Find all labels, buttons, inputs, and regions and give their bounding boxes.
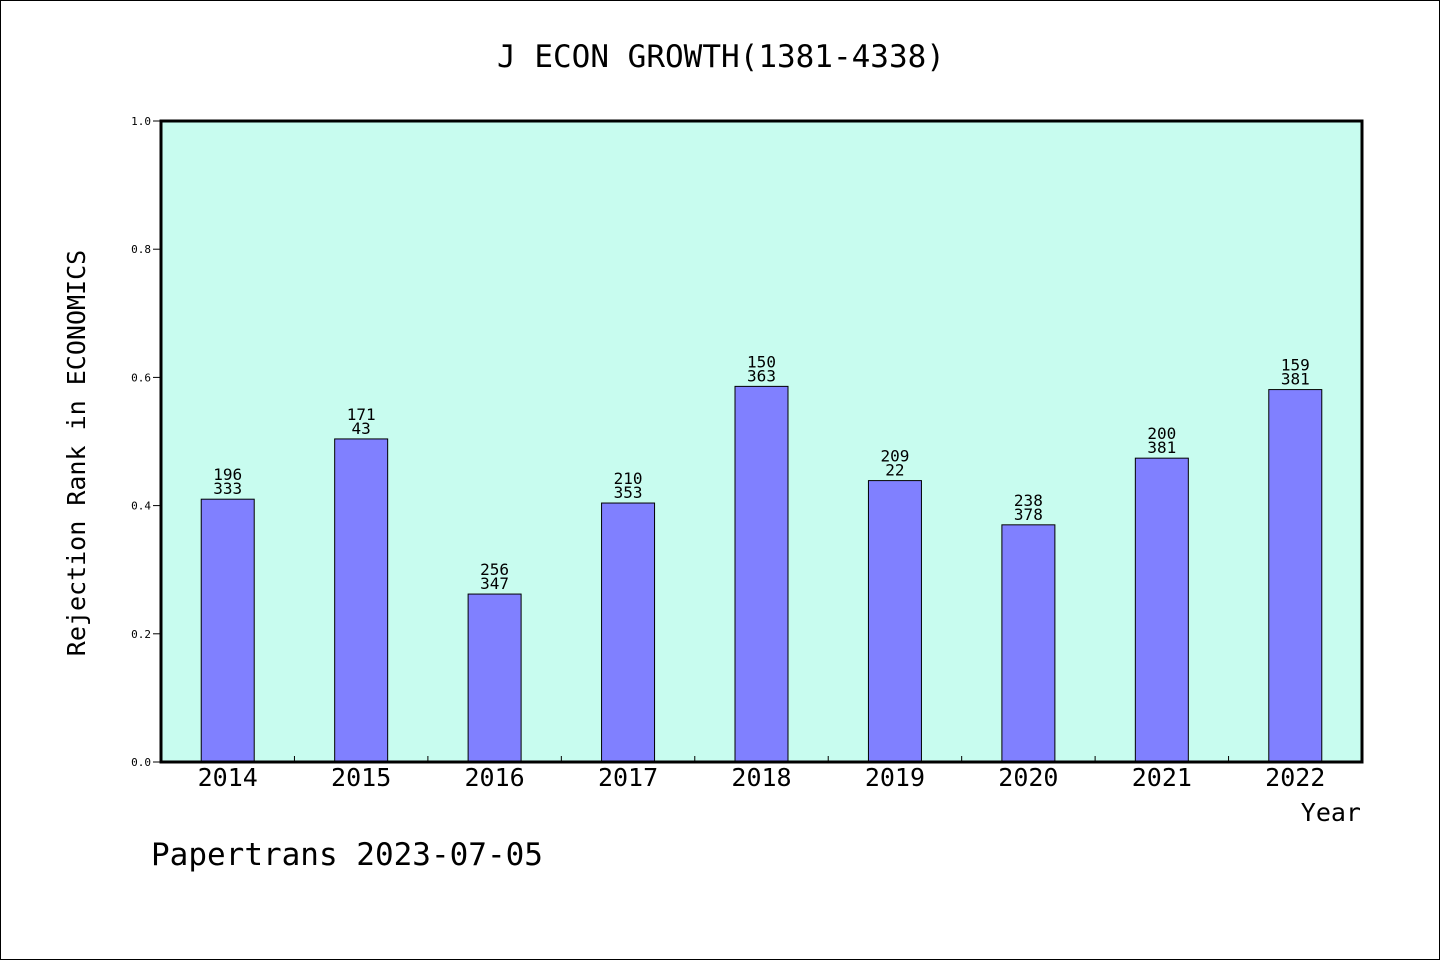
bar-2016	[467, 593, 522, 763]
y-tick-label: 0.8	[131, 243, 151, 256]
bar-2020	[1001, 524, 1056, 763]
x-tick-label-2020: 2020	[998, 763, 1058, 792]
bar-2014	[200, 498, 255, 763]
plot-border	[159, 119, 1364, 764]
bar-label-top-2017: 210	[614, 469, 643, 488]
bar-label-top-2019: 209	[880, 447, 909, 466]
bar-2019	[867, 480, 922, 763]
x-tick-label-2014: 2014	[198, 763, 258, 792]
bar-label-bottom-2020: 378	[1014, 505, 1043, 524]
bar-label-bottom-2015: 43	[352, 419, 371, 438]
bar-label-top-2021: 200	[1147, 424, 1176, 443]
bar-label-bottom-2022: 381	[1281, 370, 1310, 389]
y-tick-label: 0.6	[131, 371, 151, 384]
chart-title: J ECON GROWTH(1381-4338)	[497, 39, 945, 75]
bar-label-top-2015: 171	[347, 405, 376, 424]
bar-2021	[1134, 457, 1189, 763]
bar-label-bottom-2018: 363	[747, 366, 776, 385]
x-tick-label-2018: 2018	[731, 763, 791, 792]
bar-label-bottom-2021: 381	[1147, 438, 1176, 457]
footer-note: Papertrans 2023-07-05	[151, 837, 543, 873]
x-tick-label-2017: 2017	[598, 763, 658, 792]
bar-label-bottom-2016: 347	[480, 574, 509, 593]
y-tick-label: 0.2	[131, 628, 151, 641]
bar-2022	[1268, 389, 1323, 763]
bar-label-top-2020: 238	[1014, 491, 1043, 510]
x-tick-label-2016: 2016	[465, 763, 525, 792]
x-tick-label-2019: 2019	[865, 763, 925, 792]
bar-label-top-2016: 256	[480, 560, 509, 579]
bar-2017	[601, 502, 656, 763]
y-tick-label: 0.0	[131, 756, 151, 769]
bar-label-top-2018: 150	[747, 352, 776, 371]
x-axis-label: Year	[1301, 798, 1361, 827]
y-tick-label: 0.4	[131, 500, 151, 513]
bar-label-bottom-2014: 333	[213, 479, 242, 498]
bar-2018	[734, 385, 789, 763]
x-tick-label-2015: 2015	[331, 763, 391, 792]
y-axis-label: Rejection Rank in ECONOMICS	[62, 250, 91, 656]
bar-label-bottom-2019: 22	[885, 461, 904, 480]
bar-label-top-2022: 159	[1281, 356, 1310, 375]
bar-label-top-2014: 196	[213, 465, 242, 484]
bar-label-bottom-2017: 353	[614, 483, 643, 502]
bar-2015	[334, 438, 389, 763]
x-tick-label-2021: 2021	[1132, 763, 1192, 792]
y-tick-label: 1.0	[131, 115, 151, 128]
x-tick-label-2022: 2022	[1265, 763, 1325, 792]
